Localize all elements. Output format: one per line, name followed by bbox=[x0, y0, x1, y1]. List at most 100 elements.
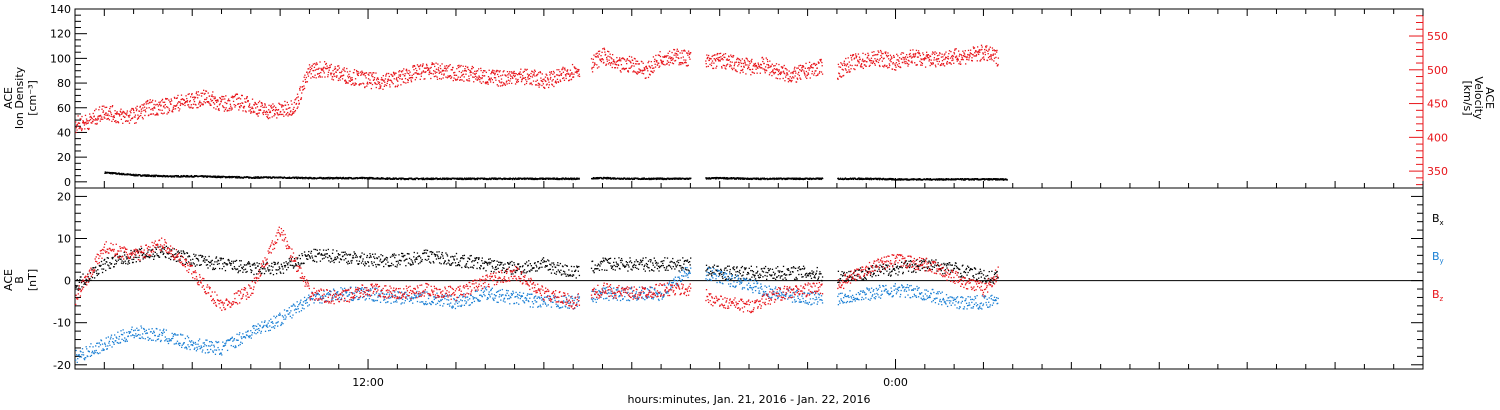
velocity-point bbox=[389, 84, 391, 86]
velocity-point bbox=[126, 112, 128, 114]
velocity-point bbox=[377, 81, 379, 83]
velocity-point bbox=[978, 49, 981, 51]
velocity-point bbox=[349, 70, 351, 73]
velocity-point bbox=[282, 109, 284, 111]
velocity-point bbox=[782, 66, 784, 68]
velocity-point bbox=[747, 67, 749, 70]
velocity-point bbox=[563, 77, 565, 79]
velocity-point bbox=[545, 73, 547, 75]
velocity-point bbox=[270, 105, 272, 108]
velocity-point bbox=[199, 100, 201, 102]
velocity-point bbox=[675, 54, 677, 56]
velocity-point bbox=[199, 105, 201, 107]
velocity-point bbox=[192, 96, 194, 99]
density-point bbox=[193, 176, 195, 178]
density-point bbox=[493, 178, 495, 180]
velocity-point bbox=[147, 102, 149, 105]
velocity-point bbox=[162, 101, 164, 103]
velocity-point bbox=[521, 78, 523, 80]
velocity-point bbox=[935, 59, 937, 61]
velocity-point bbox=[767, 64, 770, 66]
velocity-point bbox=[806, 74, 809, 76]
density-point bbox=[724, 178, 727, 180]
density-point bbox=[380, 177, 382, 179]
velocity-point bbox=[810, 65, 812, 68]
velocity-point bbox=[372, 79, 375, 81]
velocity-point bbox=[275, 109, 278, 111]
density-point bbox=[988, 179, 990, 181]
velocity-point bbox=[491, 71, 493, 74]
velocity-point bbox=[499, 70, 501, 72]
density-point bbox=[469, 178, 471, 180]
velocity-point bbox=[560, 73, 562, 75]
velocity-point bbox=[377, 78, 380, 80]
velocity-point bbox=[969, 49, 972, 51]
velocity-point bbox=[303, 87, 306, 90]
velocity-point bbox=[349, 77, 352, 79]
velocity-point bbox=[198, 94, 200, 96]
density-point bbox=[404, 178, 406, 180]
density-point bbox=[947, 178, 949, 180]
velocity-point bbox=[608, 51, 610, 53]
velocity-point bbox=[97, 115, 99, 118]
density-point bbox=[536, 177, 538, 180]
velocity-point bbox=[441, 69, 444, 72]
velocity-point bbox=[335, 71, 337, 74]
density-point bbox=[413, 178, 415, 181]
velocity-point bbox=[366, 85, 368, 87]
velocity-point bbox=[643, 67, 645, 69]
velocity-point bbox=[766, 63, 768, 66]
density-point bbox=[301, 176, 303, 178]
velocity-point bbox=[345, 82, 347, 84]
velocity-point bbox=[779, 78, 781, 80]
density-point bbox=[763, 177, 765, 179]
density-point bbox=[640, 177, 643, 180]
velocity-point bbox=[227, 98, 230, 100]
velocity-point bbox=[690, 52, 692, 54]
velocity-point bbox=[180, 98, 182, 101]
velocity-point bbox=[771, 74, 773, 77]
velocity-point bbox=[742, 68, 744, 71]
density-point bbox=[609, 177, 611, 180]
density-point bbox=[392, 178, 394, 180]
velocity-point bbox=[686, 65, 689, 67]
velocity-point bbox=[164, 103, 166, 106]
velocity-point bbox=[876, 58, 879, 60]
velocity-point bbox=[751, 68, 754, 70]
density-point bbox=[954, 179, 956, 181]
density-point bbox=[773, 178, 775, 181]
velocity-point bbox=[914, 54, 917, 56]
density-point bbox=[217, 176, 220, 178]
velocity-point bbox=[864, 60, 866, 62]
density-point bbox=[556, 177, 558, 179]
velocity-point bbox=[199, 104, 202, 107]
velocity-point bbox=[155, 114, 158, 116]
velocity-point bbox=[224, 101, 226, 104]
velocity-point bbox=[950, 50, 952, 53]
velocity-point bbox=[884, 52, 887, 55]
velocity-point bbox=[359, 71, 362, 73]
velocity-point bbox=[643, 69, 645, 72]
velocity-point bbox=[943, 65, 946, 67]
velocity-point bbox=[628, 55, 631, 58]
velocity-point bbox=[784, 67, 786, 70]
velocity-point bbox=[272, 108, 275, 111]
velocity-point bbox=[516, 79, 518, 81]
velocity-point bbox=[182, 103, 184, 106]
velocity-point bbox=[242, 102, 244, 104]
velocity-point bbox=[128, 122, 131, 124]
velocity-point bbox=[184, 104, 186, 107]
velocity-point bbox=[594, 63, 596, 65]
velocity-point bbox=[924, 57, 926, 60]
velocity-point bbox=[144, 109, 146, 111]
velocity-point bbox=[315, 62, 318, 64]
velocity-point bbox=[614, 63, 616, 65]
velocity-point bbox=[795, 81, 798, 83]
velocity-point bbox=[730, 55, 733, 58]
density-point bbox=[322, 177, 324, 179]
density-point bbox=[718, 176, 721, 179]
velocity-point bbox=[434, 65, 436, 68]
velocity-point bbox=[236, 93, 239, 96]
velocity-point bbox=[94, 123, 96, 125]
velocity-point bbox=[414, 72, 416, 74]
